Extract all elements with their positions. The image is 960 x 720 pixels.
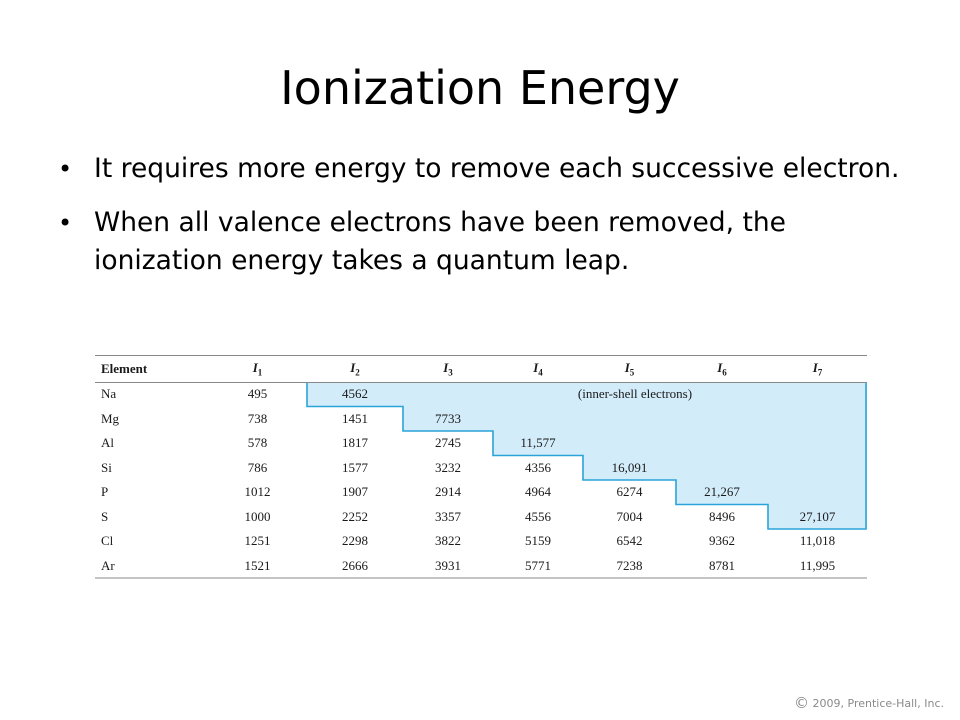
inner-shell-region xyxy=(95,355,867,579)
cell-value: 1451 xyxy=(342,410,368,426)
cell-value: 786 xyxy=(247,459,268,475)
cell-value: 5159 xyxy=(525,533,551,549)
cell-value: 1521 xyxy=(244,557,271,573)
table-row: Cl 1251 2298 3822 5159 6542 9362 11,018 xyxy=(95,529,867,554)
table-row: Mg 738 1451 7733 xyxy=(95,407,867,432)
bullet-dot-icon: • xyxy=(58,155,73,183)
header-element: Element xyxy=(101,360,148,376)
ionization-table-grid: Element I1 I2 I3 I4 I5 I6 I7 Na 495 4562… xyxy=(95,355,867,578)
cell-value: 3931 xyxy=(435,557,461,573)
header-i4: I4 xyxy=(533,359,543,378)
cell-value: 8496 xyxy=(709,508,735,524)
header-i2: I2 xyxy=(350,359,360,378)
cell-empty xyxy=(583,407,676,432)
cell-value: 7733 xyxy=(435,410,461,426)
cell-value: 578 xyxy=(247,435,268,451)
cell-value: 1907 xyxy=(342,484,368,500)
cell-value: 3232 xyxy=(435,459,461,475)
cell-element: Si xyxy=(101,459,112,475)
header-i7: I7 xyxy=(812,359,823,378)
bullet-item: • It requires more energy to remove each… xyxy=(58,150,908,188)
cell-value: 4562 xyxy=(342,386,368,402)
bullet-item: • When all valence electrons have been r… xyxy=(58,204,908,280)
cell-value: 6542 xyxy=(616,533,643,549)
cell-value: 27,107 xyxy=(799,508,836,524)
cell-value: 9362 xyxy=(709,533,735,549)
cell-element: S xyxy=(101,508,109,524)
cell-value: 6274 xyxy=(616,484,643,500)
cell-value: 738 xyxy=(247,410,268,426)
cell-value: 7238 xyxy=(616,557,643,573)
bullet-text: When all valence electrons have been rem… xyxy=(94,207,786,276)
cell-value: 2252 xyxy=(342,508,368,524)
header-i1: I1 xyxy=(252,359,263,378)
table-row: P 1012 1907 2914 4964 6274 21,267 xyxy=(95,480,867,505)
inner-shell-boundary xyxy=(306,382,867,530)
header-i5: I5 xyxy=(624,359,635,378)
ionization-energy-table: Element I1 I2 I3 I4 I5 I6 I7 Na 495 4562… xyxy=(95,355,867,587)
cell-empty xyxy=(768,431,867,456)
slide-title: Ionization Energy xyxy=(280,61,680,115)
header-i3: I3 xyxy=(443,359,453,378)
cell-empty xyxy=(493,407,583,432)
table-row: S 1000 2252 3357 4556 7004 8496 27,107 xyxy=(95,505,867,530)
bullet-list: • It requires more energy to remove each… xyxy=(58,150,908,296)
cell-element: Ar xyxy=(101,557,115,573)
copyright-symbol: © xyxy=(794,694,810,712)
cell-value: 5771 xyxy=(525,557,551,573)
cell-empty xyxy=(768,480,867,505)
cell-empty xyxy=(768,407,867,432)
cell-value: 11,018 xyxy=(799,533,836,549)
copyright-footer: © 2009, Prentice-Hall, Inc. xyxy=(794,694,944,712)
copyright-text: 2009, Prentice-Hall, Inc. xyxy=(812,697,944,710)
cell-value: 21,267 xyxy=(704,484,740,500)
cell-value: 1251 xyxy=(244,533,271,549)
bullet-dot-icon: • xyxy=(58,209,73,237)
cell-element: Al xyxy=(101,435,114,451)
cell-element: Na xyxy=(101,386,117,402)
cell-value: 1000 xyxy=(244,508,271,524)
table-row: Si 786 1577 3232 4356 16,091 xyxy=(95,456,867,481)
cell-element: P xyxy=(101,484,109,500)
cell-value: 1817 xyxy=(342,435,368,451)
cell-value: 2666 xyxy=(342,557,368,573)
cell-empty xyxy=(768,456,867,481)
cell-value: 1012 xyxy=(244,484,271,500)
cell-value: 4356 xyxy=(525,459,551,475)
cell-empty xyxy=(676,431,768,456)
cell-value: 3357 xyxy=(435,508,461,524)
cell-value: 7004 xyxy=(616,508,643,524)
cell-element: Cl xyxy=(101,533,114,549)
table-row: Na 495 4562 (inner-shell electrons) xyxy=(95,382,867,407)
cell-value: 1577 xyxy=(342,459,368,475)
cell-empty xyxy=(676,456,768,481)
cell-value: 8781 xyxy=(709,557,735,573)
cell-value: 2914 xyxy=(435,484,461,500)
cell-value: 11,995 xyxy=(799,557,836,573)
table-row: Al 578 1817 2745 11,577 xyxy=(95,431,867,456)
cell-value: 3822 xyxy=(435,533,461,549)
bullet-text: It requires more energy to remove each s… xyxy=(94,153,900,184)
inner-shell-note: (inner-shell electrons) xyxy=(577,386,693,402)
cell-value: 16,091 xyxy=(611,459,648,475)
cell-value: 4964 xyxy=(525,484,551,500)
cell-empty xyxy=(676,407,768,432)
table-row: Ar 1521 2666 3931 5771 7238 8781 11,995 xyxy=(95,554,867,579)
cell-value: 4556 xyxy=(525,508,551,524)
cell-element: Mg xyxy=(101,410,120,426)
cell-value: 11,577 xyxy=(520,435,556,451)
cell-value: 2745 xyxy=(435,435,461,451)
table-header-row: Element I1 I2 I3 I4 I5 I6 I7 xyxy=(95,355,867,382)
cell-value: 495 xyxy=(247,386,268,402)
inner-shell-fill xyxy=(307,382,867,529)
cell-empty xyxy=(583,431,676,456)
cell-value: 2298 xyxy=(342,533,368,549)
header-i6: I6 xyxy=(717,359,727,378)
